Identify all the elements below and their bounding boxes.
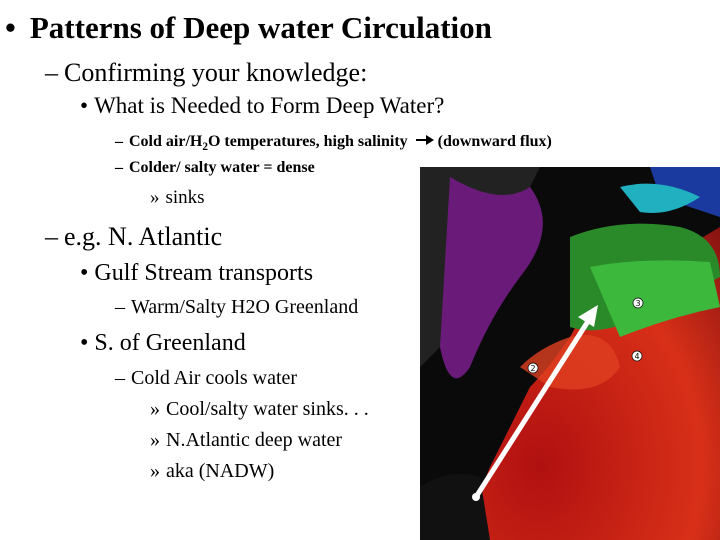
line-text: Cold air/H <box>129 133 203 150</box>
arrow-head <box>578 305 598 327</box>
outline-line: • What is Needed to Form Deep Water? <box>80 93 444 119</box>
outline-line: – Cold air/H2O temperatures, high salinit… <box>115 133 552 153</box>
bullet: – <box>115 367 125 389</box>
line-text: Cold Air cools water <box>131 367 298 389</box>
marker-label: 4 <box>634 352 639 361</box>
outline-line: – e.g. N. Atlantic <box>45 222 222 252</box>
line-text: sinks <box>165 187 205 208</box>
bullet: • <box>80 330 89 356</box>
marker-label: 3 <box>635 299 640 308</box>
line-text: aka (NADW) <box>166 460 275 482</box>
outline-line: • S. of Greenland <box>80 330 246 357</box>
subscript: 2 <box>202 141 208 154</box>
line-text: What is Needed to Form Deep Water? <box>94 93 445 118</box>
bullet: • <box>80 93 89 118</box>
satellite-image: 3 4 2 <box>420 167 720 540</box>
line-text: Warm/Salty H2O Greenland <box>131 296 359 318</box>
bullet: – <box>115 133 123 150</box>
bullet: » <box>150 429 160 451</box>
outline-line: – Cold Air cools water <box>115 367 297 390</box>
bullet: – <box>45 222 58 251</box>
marker-circle <box>631 350 643 362</box>
marker-circle <box>632 297 644 309</box>
line-text: Cool/salty water sinks. . . <box>166 398 369 420</box>
bullet: » <box>150 398 160 420</box>
bullet: – <box>115 296 125 318</box>
line-text: Gulf Stream transports <box>94 260 314 286</box>
outline-line: • Gulf Stream transports <box>80 260 313 287</box>
outline-line: » aka (NADW) <box>150 460 274 483</box>
bullet: » <box>150 460 160 482</box>
marker-label: 2 <box>530 364 535 373</box>
outline-line: » Cool/salty water sinks. . . <box>150 398 369 421</box>
arrow-symbol <box>415 135 434 145</box>
line-text: O temperatures, high salinity <box>207 133 408 150</box>
outline-line: » N.Atlantic deep water <box>150 429 342 452</box>
outline-line: – Colder/ salty water = dense <box>115 159 315 177</box>
start-dot <box>472 493 480 501</box>
line-text: S. of Greenland <box>94 330 246 356</box>
outline-line: – Warm/Salty H2O Greenland <box>115 296 358 319</box>
bullet: – <box>45 58 58 87</box>
marker-circle <box>527 362 539 374</box>
slide-title: • Patterns of Deep water Circulation <box>5 10 492 46</box>
title-text: Patterns of Deep water Circulation <box>29 10 492 45</box>
line-text: e.g. N. Atlantic <box>64 222 223 251</box>
line-text: N.Atlantic deep water <box>166 429 343 451</box>
bullet: • <box>80 260 89 286</box>
line-text: Colder/ salty water = dense <box>129 159 315 176</box>
bullet: – <box>115 159 123 176</box>
flow-arrow <box>473 313 595 499</box>
bullet: » <box>150 187 160 208</box>
bullet: • <box>5 10 16 45</box>
line-text: Confirming your knowledge: <box>64 58 368 87</box>
line-text: (downward flux) <box>437 133 552 150</box>
outline-line: – Confirming your knowledge: <box>45 58 367 88</box>
outline-line: » sinks <box>150 187 205 209</box>
